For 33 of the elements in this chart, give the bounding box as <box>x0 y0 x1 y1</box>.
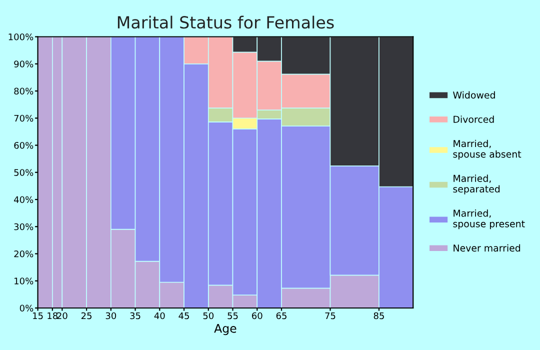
legend-label: Widowed <box>453 91 495 99</box>
legend-label: Never married <box>454 244 520 252</box>
y-tick-label: 0% <box>20 304 34 312</box>
x-tick-label: 45 <box>178 312 189 320</box>
y-tick-label: 30% <box>14 223 34 230</box>
y-tick-label: 10% <box>14 278 34 284</box>
x-tick-label: 30 <box>106 312 116 320</box>
x-tick-label: 20 <box>57 312 68 320</box>
x-tick-label: 60 <box>252 312 262 320</box>
legend-label: Married, separated <box>453 174 500 194</box>
y-tick-label: 50% <box>14 169 34 176</box>
y-tick-label: 20% <box>14 250 34 258</box>
y-tick-label: 60% <box>14 142 34 149</box>
x-tick-label: 40 <box>154 312 165 320</box>
y-tick-label: 90% <box>14 60 34 68</box>
x-tick-label: 75 <box>325 312 336 320</box>
x-tick-label: 15 <box>33 312 43 320</box>
x-tick-label: 65 <box>276 312 286 320</box>
legend-label: Married, spouse present <box>453 209 525 230</box>
legend-label: Divorced <box>454 116 494 123</box>
x-tick-label: 35 <box>130 312 140 320</box>
x-axis-title: Age <box>214 324 236 336</box>
x-tick-label: 85 <box>374 312 384 320</box>
x-tick-label: 18 <box>48 312 58 320</box>
y-tick-label: 40% <box>14 196 34 204</box>
x-tick-label: 55 <box>228 312 238 320</box>
x-tick-label: 25 <box>81 312 92 320</box>
x-tick-label: 50 <box>203 312 214 320</box>
legend-label: Married, spouse absent <box>453 140 522 160</box>
y-tick-label: 70% <box>14 114 34 122</box>
y-tick-label: 100% <box>8 33 34 40</box>
chart-title: Marital Status for Females <box>118 16 334 29</box>
y-tick-label: 80% <box>14 88 34 95</box>
